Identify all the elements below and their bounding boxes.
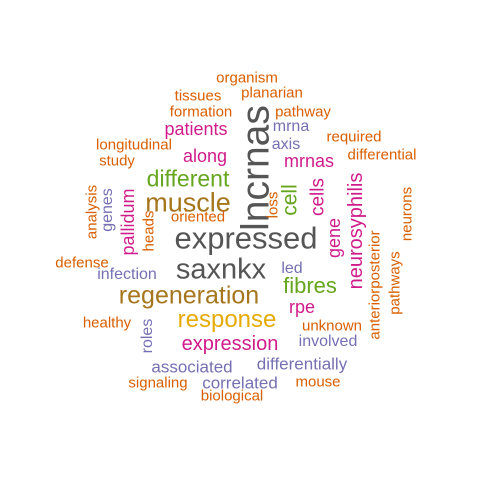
word-longitudinal: longitudinal xyxy=(96,136,172,154)
word-involved: involved xyxy=(298,333,358,350)
word-along: along xyxy=(182,146,228,166)
word-unknown: unknown xyxy=(301,317,363,335)
word-analysis: analysis xyxy=(83,184,101,240)
word-biological: biological xyxy=(200,387,264,405)
word-loss: loss xyxy=(264,191,282,219)
word-response: response xyxy=(177,306,277,333)
word-planarian: planarian xyxy=(241,84,303,102)
word-required: required xyxy=(326,128,382,146)
word-formation: formation xyxy=(169,103,233,121)
word-neurosyphilis: neurosyphilis xyxy=(345,172,367,290)
word-expressed: expressed xyxy=(174,220,318,256)
word-patients: patients xyxy=(164,119,228,139)
word-led: led xyxy=(281,260,303,277)
word-mrnas: mrnas xyxy=(283,151,335,171)
word-pathways: pathways xyxy=(386,251,404,315)
word-mrna: mrna xyxy=(272,118,310,135)
word-cells: cells xyxy=(307,177,329,217)
word-cell: cell xyxy=(278,184,302,216)
word-infection: infection xyxy=(97,266,157,283)
word-correlated: correlated xyxy=(202,373,278,393)
word-axis: axis xyxy=(271,136,301,153)
word-different: different xyxy=(146,165,230,192)
word-healthy: healthy xyxy=(82,314,132,332)
word-defense: defense xyxy=(55,254,109,272)
word-saxnkx: saxnkx xyxy=(175,253,267,286)
word-neurons: neurons xyxy=(398,186,416,242)
word-study: study xyxy=(99,152,135,170)
word-roles: roles xyxy=(139,318,156,354)
word-pathway: pathway xyxy=(275,103,331,121)
word-mouse: mouse xyxy=(295,373,341,391)
word-anteriorposterior: anteriorposterior xyxy=(366,230,384,340)
word-differential: differential xyxy=(347,146,417,164)
word-fibres: fibres xyxy=(283,273,337,298)
word-heads: heads xyxy=(140,210,158,252)
word-regeneration: regeneration xyxy=(118,281,260,310)
word-signaling: signaling xyxy=(128,374,188,392)
word-expression: expression xyxy=(181,333,279,355)
word-oriented: oriented xyxy=(170,208,226,226)
word-rpe: rpe xyxy=(288,297,316,317)
word-pallidum: pallidum xyxy=(118,188,138,256)
word-gene: gene xyxy=(324,217,344,259)
word-organism: organism xyxy=(216,69,278,87)
word-associated: associated xyxy=(151,357,233,377)
word-tissues: tissues xyxy=(174,87,222,105)
word-muscle: muscle xyxy=(145,187,231,218)
word-differentially: differentially xyxy=(256,354,348,374)
word-genes: genes xyxy=(99,188,116,232)
